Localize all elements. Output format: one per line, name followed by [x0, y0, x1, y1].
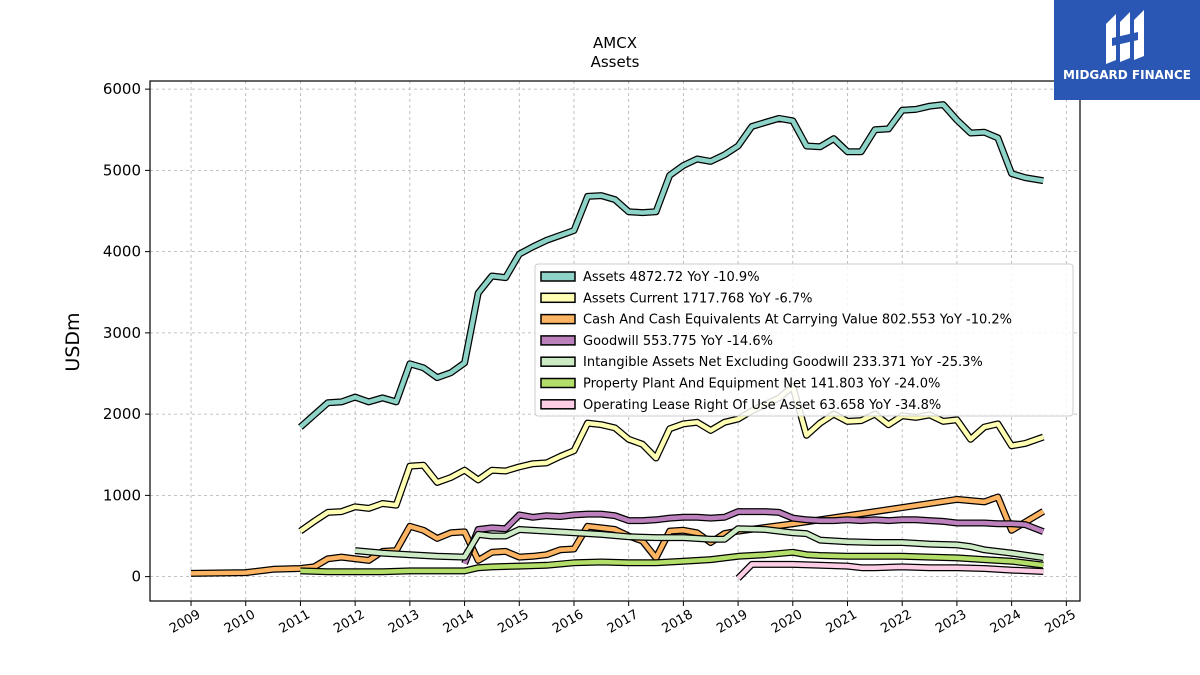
x-tick-label: 2021: [824, 607, 860, 637]
y-tick-label: 3000: [103, 324, 141, 342]
legend-swatch-1: [540, 292, 576, 304]
series-line-3: [462, 509, 1045, 565]
legend-box: [534, 263, 1074, 417]
legend-label-0: Assets 4872.72 YoY -10.9%: [583, 270, 760, 285]
series-line-5: [300, 550, 1044, 575]
x-tick-label: 2019: [714, 607, 750, 637]
series-line-0: [298, 102, 1044, 429]
x-tick-label: 2024: [988, 607, 1024, 637]
y-axis-label: USDm: [62, 312, 84, 371]
series-line-4: [354, 526, 1044, 560]
legend-label-3: Goodwill 553.775 YoY -14.6%: [583, 334, 773, 349]
legend-swatch-5: [540, 377, 576, 389]
y-tick-label: 1000: [103, 486, 141, 504]
legend-swatch-3: [540, 335, 576, 346]
x-tick-label: 2009: [167, 607, 203, 637]
series-line-1: [299, 384, 1045, 533]
x-tick-label: 2025: [1042, 607, 1078, 637]
legend-swatch-4: [540, 356, 576, 367]
legend-label-6: Operating Lease Right Of Use Asset 63.65…: [583, 398, 941, 413]
plot-frame: [149, 80, 1081, 602]
brand-name: MIDGARD FINANCE: [1063, 68, 1191, 82]
x-tick-label: 2014: [441, 607, 477, 637]
y-tick-label: 6000: [103, 80, 141, 98]
chart-title: AMCX: [593, 34, 637, 52]
series-line-6: [736, 562, 1044, 580]
x-tick-label: 2017: [605, 607, 641, 637]
brand-logo: MIDGARD FINANCE: [1054, 0, 1200, 100]
legend-swatch-0: [540, 271, 576, 282]
legend-swatch-6: [540, 399, 576, 410]
legend-label-5: Property Plant And Equipment Net 141.803…: [583, 377, 940, 392]
x-tick-label: 2013: [386, 607, 422, 637]
y-tick-label: 2000: [103, 405, 141, 423]
x-tick-label: 2018: [660, 607, 696, 637]
legend-label-4: Intangible Assets Net Excluding Goodwill…: [583, 355, 983, 370]
x-tick-label: 2015: [495, 607, 531, 637]
x-tick-label: 2016: [550, 607, 586, 637]
x-tick-label: 2022: [878, 607, 914, 637]
legend-label-2: Cash And Cash Equivalents At Carrying Va…: [583, 313, 1012, 328]
series-lines: [190, 101, 1046, 581]
legend-label-1: Assets Current 1717.768 YoY -6.7%: [583, 291, 813, 306]
midgard-logo-icon: [1106, 10, 1144, 64]
x-tick-label: 2020: [769, 607, 805, 637]
x-tick-label: 2011: [277, 607, 313, 637]
y-tick-label: 5000: [103, 161, 141, 179]
x-tick-label: 2012: [331, 607, 367, 637]
legend-swatch-2: [540, 313, 576, 325]
legend: Assets 4872.72 YoY -10.9% Assets Current …: [534, 263, 1074, 417]
x-tick-label: 2023: [933, 607, 969, 637]
chart-subtitle: Assets: [591, 53, 640, 71]
x-tick-label: 2010: [222, 607, 258, 637]
y-tick-label: 4000: [103, 243, 141, 261]
y-tick-label: 0: [131, 568, 141, 586]
